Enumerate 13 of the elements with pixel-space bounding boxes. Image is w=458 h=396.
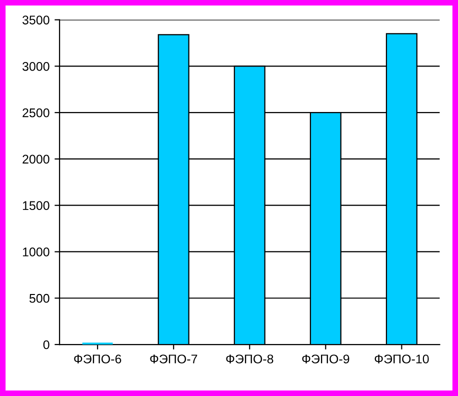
x-tick-label: ФЭПО-9 (302, 354, 350, 364)
x-tick-label: ФЭПО-8 (226, 354, 274, 364)
x-tick-label: ФЭПО-7 (150, 354, 198, 364)
y-tick-label: 1500 (22, 201, 50, 210)
y-tick-label: 1000 (22, 248, 50, 256)
y-tick-label: 2500 (22, 108, 50, 118)
x-tick-label: ФЭПО-10 (374, 354, 429, 364)
y-tick-label: 2000 (22, 154, 50, 164)
y-tick-label: 0 (43, 340, 50, 350)
y-tick-label: 3500 (22, 16, 50, 24)
x-tick-label: ФЭПО-6 (74, 354, 122, 364)
y-tick-label: 3000 (22, 62, 50, 71)
y-tick-label: 500 (29, 294, 50, 303)
